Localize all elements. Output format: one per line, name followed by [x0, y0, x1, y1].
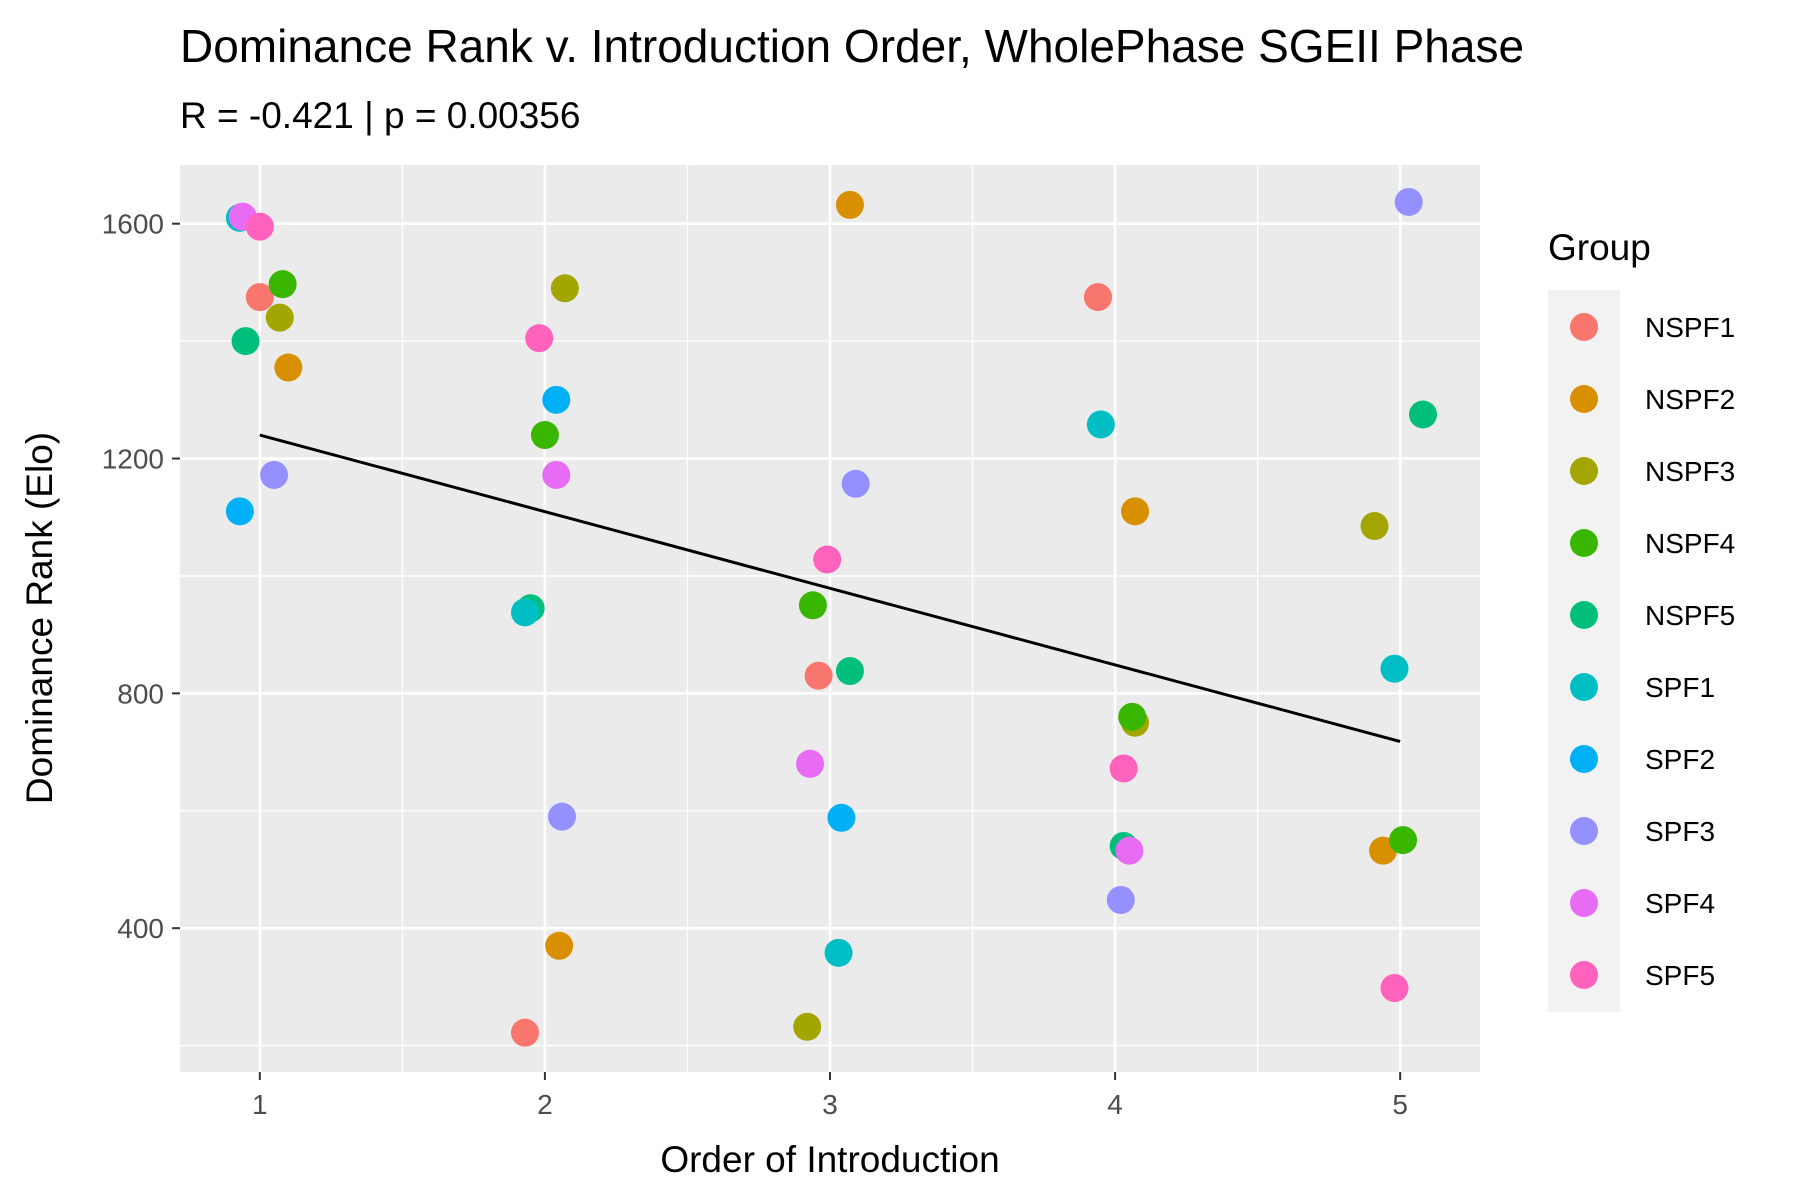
data-point-spf1: [1380, 654, 1409, 683]
legend-label-nspf5: NSPF5: [1645, 600, 1735, 631]
y-tick-label: 800: [117, 678, 164, 709]
data-point-spf2: [827, 803, 856, 832]
data-point-nspf3: [793, 1012, 822, 1041]
chart-title: Dominance Rank v. Introduction Order, Wh…: [180, 20, 1524, 72]
legend-label-spf1: SPF1: [1645, 672, 1715, 703]
data-point-spf3: [548, 802, 577, 831]
legend-label-nspf1: NSPF1: [1645, 312, 1735, 343]
data-point-nspf3: [550, 274, 579, 303]
legend-key-nspf2: [1570, 385, 1598, 413]
data-point-spf2: [225, 497, 254, 526]
data-point-spf1: [510, 598, 539, 627]
data-point-spf1: [824, 938, 853, 967]
trend-line-group: [259, 433, 1401, 743]
data-point-spf2: [542, 385, 571, 414]
data-point-nspf2: [545, 931, 574, 960]
legend-key-nspf5: [1570, 601, 1598, 629]
legend-key-spf4: [1570, 889, 1598, 917]
y-tick-label: 1600: [102, 209, 164, 240]
x-axis-ticks: 1 2 3 4 5: [252, 1072, 1408, 1120]
data-point-spf1: [1086, 410, 1115, 439]
legend-key-spf5: [1570, 961, 1598, 989]
data-point-spf5: [1109, 754, 1138, 783]
data-point-spf5: [525, 324, 554, 353]
legend-label-spf5: SPF5: [1645, 960, 1715, 991]
chart-subtitle: R = -0.421 | p = 0.00356: [180, 95, 580, 136]
legend-label-spf4: SPF4: [1645, 888, 1715, 919]
legend-key-nspf3: [1570, 457, 1598, 485]
legend-label-nspf3: NSPF3: [1645, 456, 1735, 487]
legend-key-spf1: [1570, 673, 1598, 701]
y-tick-label: 1200: [102, 444, 164, 475]
data-point-spf4: [796, 749, 825, 778]
legend-key-spf2: [1570, 745, 1598, 773]
y-axis-ticks: 400 800 1200 1600: [102, 209, 180, 944]
grid: [180, 165, 1480, 1072]
data-point-nspf3: [1360, 512, 1389, 541]
data-point-spf4: [1115, 836, 1144, 865]
data-point-nspf2: [835, 190, 864, 219]
data-point-nspf3: [265, 303, 294, 332]
x-tick-label: 4: [1107, 1089, 1123, 1120]
data-point-spf5: [245, 212, 274, 241]
trend-line: [259, 433, 1401, 743]
legend-label-spf3: SPF3: [1645, 816, 1715, 847]
data-point-nspf4: [268, 270, 297, 299]
data-point-nspf5: [231, 327, 260, 356]
x-tick-label: 2: [537, 1089, 553, 1120]
y-axis-title: Dominance Rank (Elo): [19, 432, 60, 804]
legend-key-nspf1: [1570, 313, 1598, 341]
data-point-nspf1: [804, 661, 833, 690]
data-point-spf3: [1394, 187, 1423, 216]
data-point-nspf1: [510, 1018, 539, 1047]
data-point-nspf2: [1121, 497, 1150, 526]
x-tick-label: 1: [252, 1089, 268, 1120]
data-point-nspf4: [530, 421, 559, 450]
legend-label-nspf4: NSPF4: [1645, 528, 1735, 559]
x-tick-label: 5: [1392, 1089, 1408, 1120]
data-point-spf4: [542, 460, 571, 489]
data-point-nspf5: [835, 657, 864, 686]
data-point-nspf2: [274, 353, 303, 382]
legend-key-nspf4: [1570, 529, 1598, 557]
x-tick-label: 3: [822, 1089, 838, 1120]
x-axis-title: Order of Introduction: [660, 1139, 999, 1180]
data-point-nspf1: [1083, 283, 1112, 312]
data-point-nspf4: [798, 591, 827, 620]
data-point-nspf1: [245, 283, 274, 312]
data-point-spf5: [1380, 974, 1409, 1003]
legend-label-spf2: SPF2: [1645, 744, 1715, 775]
legend: NSPF1 NSPF2 NSPF3 NSPF4 NSPF5 SPF1 SPF2 SPF3 SPF…: [1570, 312, 1735, 991]
legend-title: Group: [1548, 227, 1651, 268]
data-point-nspf4: [1389, 826, 1418, 855]
data-point-nspf5: [1408, 400, 1437, 429]
data-point-spf5: [813, 545, 842, 574]
data-point-spf3: [841, 469, 870, 498]
legend-label-nspf2: NSPF2: [1645, 384, 1735, 415]
legend-key-spf3: [1570, 817, 1598, 845]
data-point-spf3: [1106, 885, 1135, 914]
data-point-spf3: [260, 460, 289, 489]
data-point-nspf4: [1118, 702, 1147, 731]
data-points: [225, 187, 1437, 1047]
y-tick-label: 400: [117, 913, 164, 944]
